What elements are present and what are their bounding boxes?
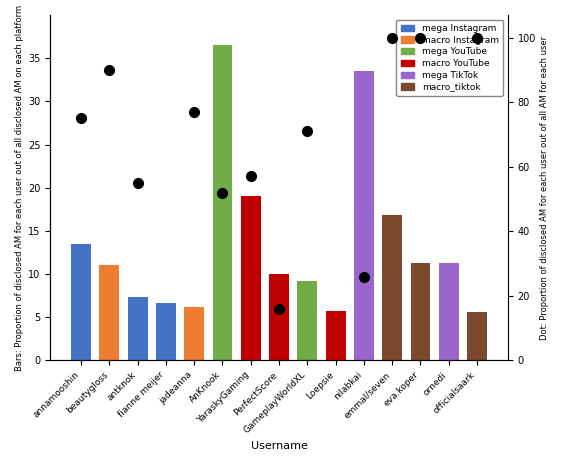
Bar: [297, 281, 317, 361]
Y-axis label: Dot: Proportion of disclosed AM for each user out of all AM for each user: Dot: Proportion of disclosed AM for each…: [540, 36, 549, 340]
Y-axis label: Bars: Proportion of disclosed AM for each user out of all disclosed AM on each p: Bars: Proportion of disclosed AM for eac…: [15, 5, 24, 371]
Bar: [184, 307, 204, 361]
Bar: [411, 263, 430, 361]
Bar: [127, 297, 148, 361]
Legend: mega Instagram, macro Instagram, mega YouTube, macro YouTube, mega TikTok, macro: mega Instagram, macro Instagram, mega Yo…: [396, 20, 503, 96]
Bar: [269, 274, 289, 361]
Bar: [467, 312, 487, 361]
Bar: [156, 303, 176, 361]
Bar: [439, 263, 459, 361]
Bar: [71, 244, 91, 361]
Bar: [213, 45, 232, 361]
Bar: [99, 266, 119, 361]
Bar: [241, 196, 261, 361]
Bar: [326, 311, 346, 361]
Bar: [354, 71, 374, 361]
X-axis label: Username: Username: [250, 441, 307, 451]
Bar: [382, 215, 402, 361]
